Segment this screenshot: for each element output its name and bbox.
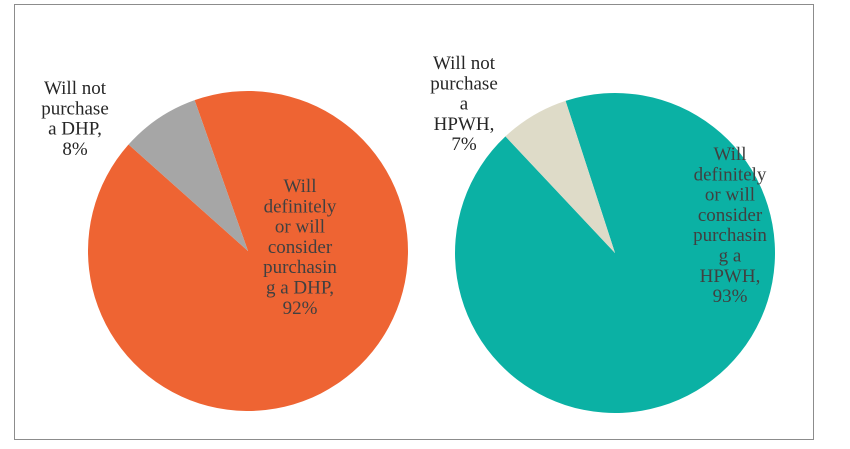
pie-1-main-label: Will definitely or will consider purchasin g …: [263, 176, 337, 319]
pie-1-minor-label: Will not purchase a DHP, 8%: [41, 78, 109, 160]
pie-1-slice-main: [87, 91, 408, 412]
pie-2-slice-main: [455, 92, 776, 413]
pie-2-main-label: Will definitely or will consider purchasin g …: [693, 144, 767, 307]
pie-2-minor-label: Will not purchase a HPWH, 7%: [430, 53, 498, 155]
pie-2-slice-minor: [505, 100, 615, 253]
pie-1-slice-minor: [128, 100, 248, 252]
